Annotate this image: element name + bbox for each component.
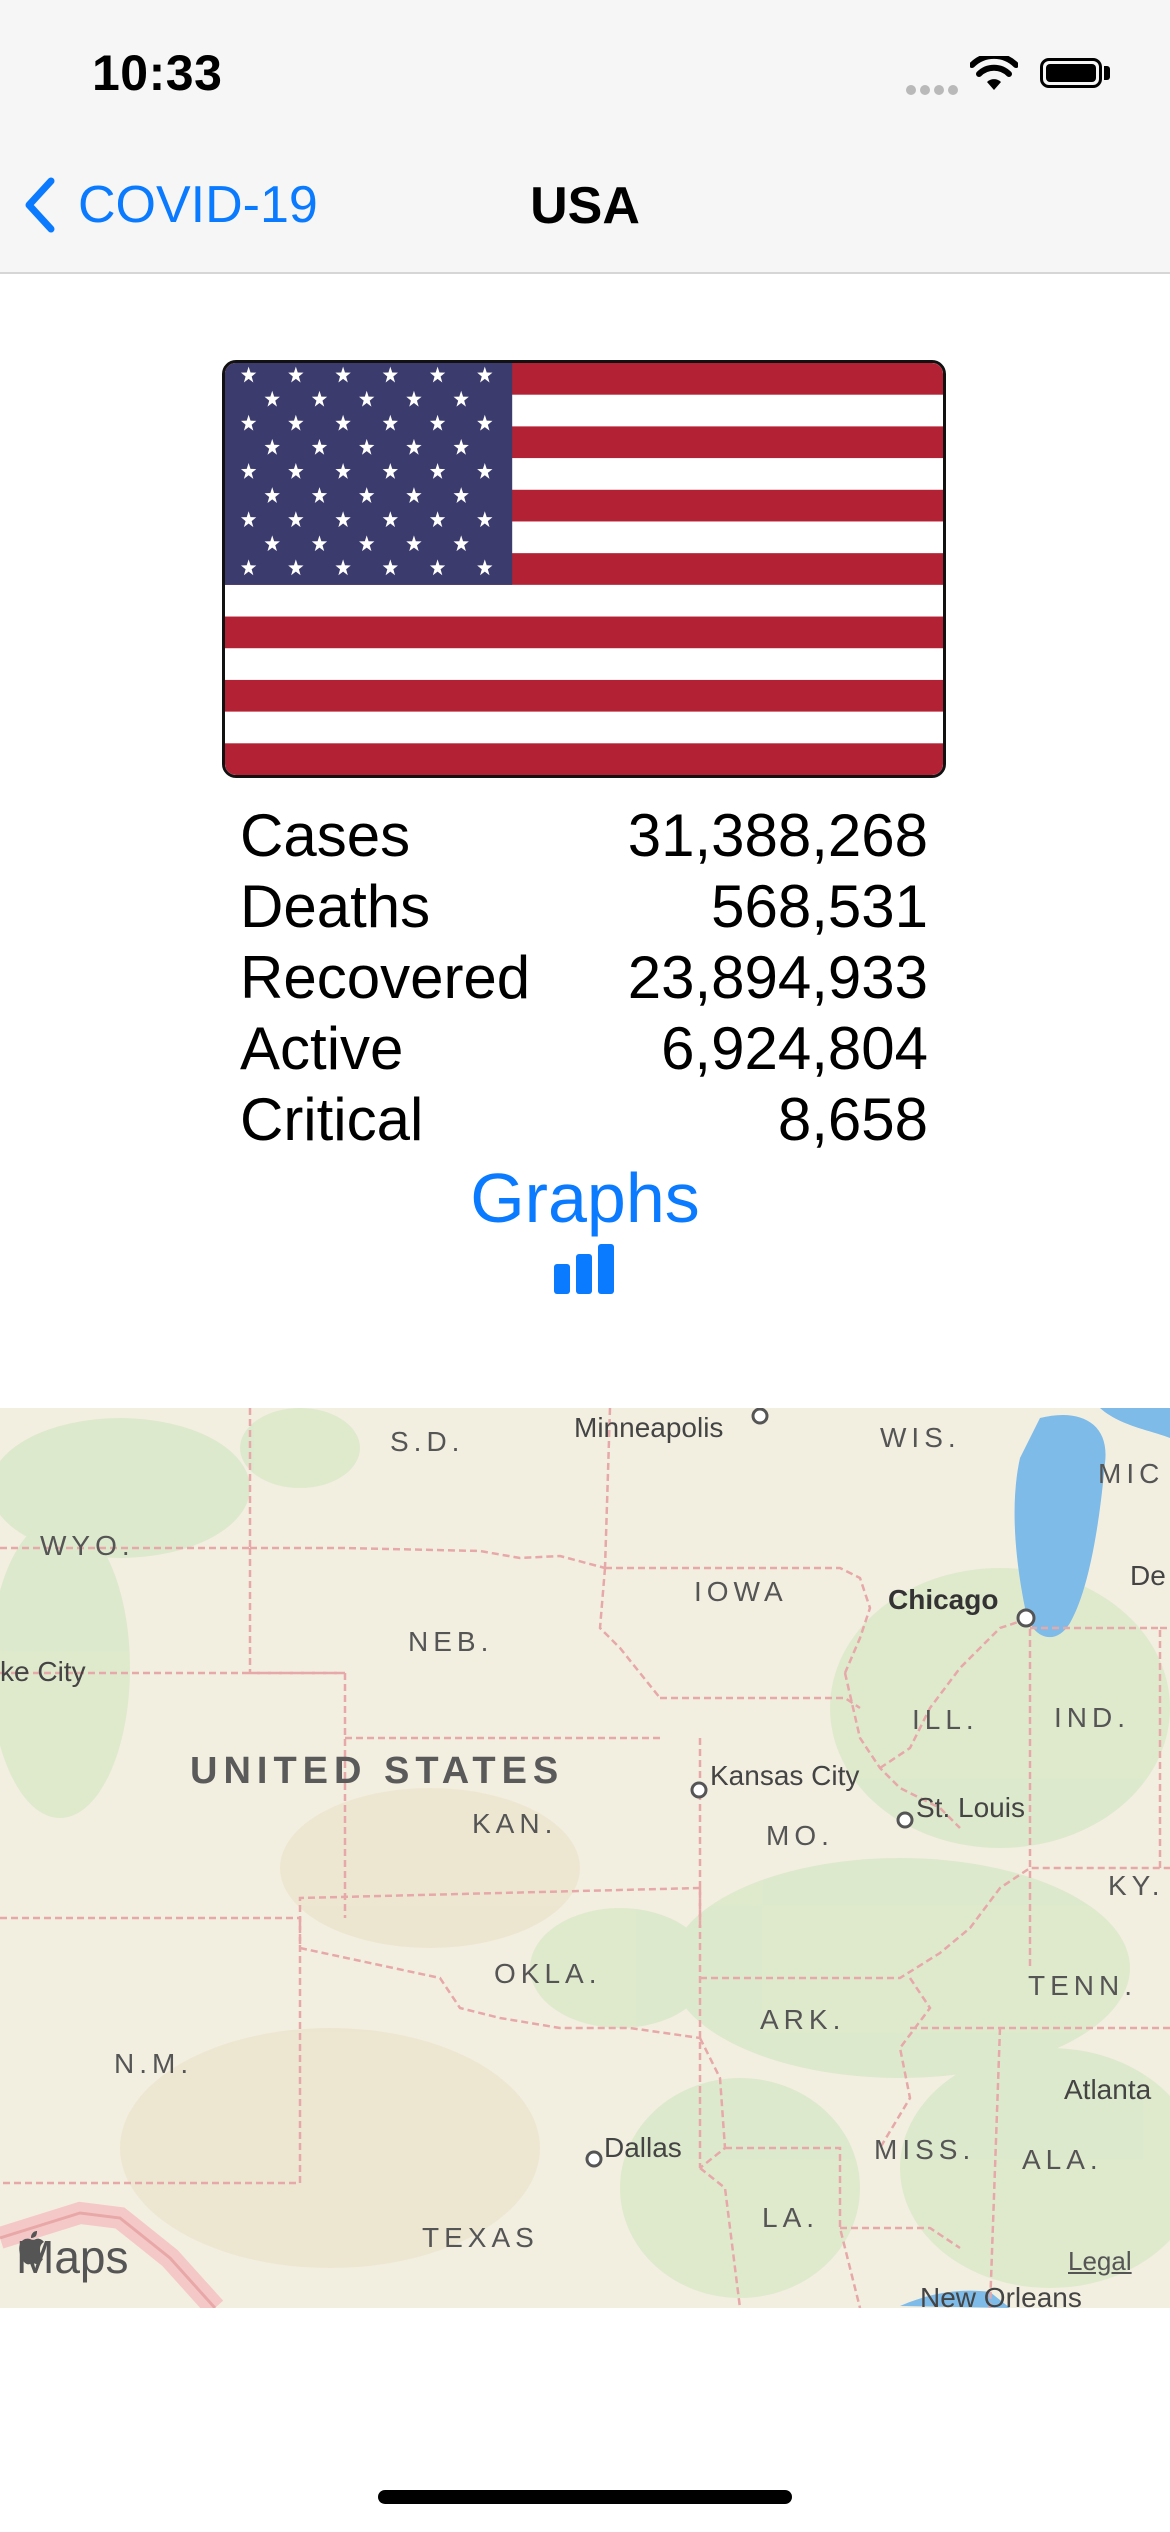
stats-table: Cases 31,388,268 Deaths 568,531 Recovere… <box>240 800 928 1155</box>
stat-row-recovered: Recovered 23,894,933 <box>240 942 928 1013</box>
stat-label: Recovered <box>240 944 531 1011</box>
bar-chart-icon[interactable] <box>552 1244 616 1299</box>
state-label: ARK. <box>760 2004 846 2035</box>
state-label: MISS. <box>874 2134 976 2165</box>
map-view[interactable]: S.D. WIS. MIC WYO. IOWA NEB. ILL. IND. K… <box>0 1408 1170 2308</box>
city-label: Dallas <box>604 2132 682 2163</box>
back-button[interactable]: COVID-19 <box>24 170 318 240</box>
us-flag-icon <box>222 360 946 778</box>
state-label: TEXAS <box>422 2222 539 2253</box>
stat-label: Cases <box>240 802 411 869</box>
chevron-left-icon <box>25 177 55 233</box>
stat-value: 23,894,933 <box>627 944 928 1011</box>
stat-value: 568,531 <box>711 873 928 940</box>
state-label: KY. <box>1108 1870 1165 1901</box>
battery-icon <box>1040 58 1102 88</box>
state-label: MO. <box>766 1820 834 1851</box>
city-label: New Orleans <box>920 2282 1082 2308</box>
state-label: ALA. <box>1022 2144 1103 2175</box>
stat-row-cases: Cases 31,388,268 <box>240 800 928 871</box>
stat-row-critical: Critical 8,658 <box>240 1084 928 1155</box>
state-label: OKLA. <box>494 1958 602 1989</box>
cellular-signal-icon <box>906 82 962 100</box>
status-time: 10:33 <box>92 45 223 101</box>
state-label: MIC <box>1098 1458 1165 1489</box>
graphs-button[interactable]: Graphs <box>470 1159 700 1237</box>
stat-label: Critical <box>240 1086 424 1153</box>
state-label: TENN. <box>1028 1970 1137 2001</box>
wifi-icon <box>969 52 1019 97</box>
home-indicator <box>378 2490 792 2504</box>
stat-label: Active <box>240 1015 404 1082</box>
stat-value: 6,924,804 <box>661 1015 928 1082</box>
city-label: Atlanta <box>1064 2074 1152 2105</box>
legal-link[interactable]: Legal <box>1068 2246 1132 2276</box>
state-label: IOWA <box>694 1576 788 1607</box>
city-label: Chicago <box>888 1584 999 1615</box>
state-label: NEB. <box>408 1626 494 1657</box>
city-label: Minneapolis <box>574 1412 724 1443</box>
state-label: N.M. <box>114 2048 194 2079</box>
page-title: USA <box>530 177 640 235</box>
stat-label: Deaths <box>240 873 431 940</box>
state-label: ILL. <box>912 1704 979 1735</box>
city-label: ke City <box>0 1656 86 1687</box>
stat-value: 31,388,268 <box>627 802 928 869</box>
apple-logo-icon <box>19 2231 44 2265</box>
state-label: WIS. <box>880 1422 961 1453</box>
state-label: LA. <box>762 2202 820 2233</box>
battery-tip <box>1104 66 1110 80</box>
state-label: IND. <box>1054 1702 1130 1733</box>
status-bar: 10:33 <box>0 0 1170 140</box>
city-label: St. Louis <box>916 1792 1025 1823</box>
maps-attribution: Maps <box>16 2230 128 2284</box>
city-label: De <box>1130 1560 1166 1591</box>
stat-row-active: Active 6,924,804 <box>240 1013 928 1084</box>
country-label: UNITED STATES <box>190 1750 565 1792</box>
stat-value: 8,658 <box>777 1086 928 1153</box>
state-label: S.D. <box>390 1426 465 1457</box>
city-label: Kansas City <box>710 1760 860 1791</box>
back-button-label: COVID-19 <box>78 176 318 234</box>
state-label: WYO. <box>40 1530 135 1561</box>
navigation-bar: COVID-19 USA <box>0 140 1170 274</box>
stat-row-deaths: Deaths 568,531 <box>240 871 928 942</box>
state-label: KAN. <box>472 1808 558 1839</box>
